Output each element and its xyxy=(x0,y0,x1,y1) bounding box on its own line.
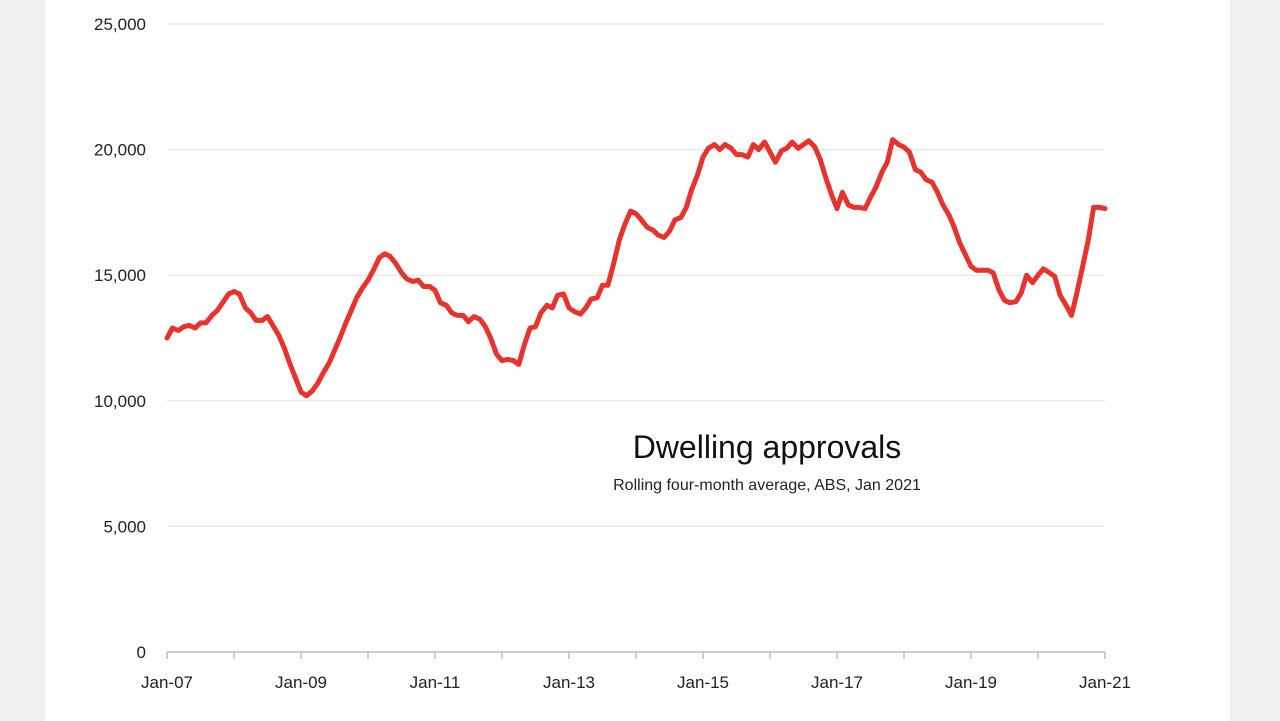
y-tick-label: 10,000 xyxy=(94,392,146,411)
x-tick-label: Jan-13 xyxy=(543,673,595,692)
x-axis xyxy=(166,651,1106,659)
x-tick-label: Jan-15 xyxy=(677,673,729,692)
x-tick-label: Jan-11 xyxy=(410,673,461,692)
chart-subtitle: Rolling four-month average, ABS, Jan 202… xyxy=(613,477,921,494)
gridlines xyxy=(167,23,1105,527)
x-tick-label: Jan-19 xyxy=(945,673,997,692)
x-tick-label: Jan-17 xyxy=(811,673,863,692)
x-tick-label: Jan-21 xyxy=(1079,673,1131,692)
series-line-dwelling-approvals xyxy=(164,137,1108,399)
chart-container: 0 5,000 10,000 15,000 20,000 25,000 Jan-07 Jan… xyxy=(45,0,1230,721)
y-tick-label: 15,000 xyxy=(94,266,146,285)
x-tick-label: Jan-07 xyxy=(141,673,193,692)
y-tick-label: 20,000 xyxy=(94,141,146,160)
y-tick-label: 0 xyxy=(137,643,146,662)
y-axis-tick-labels: 0 5,000 10,000 15,000 20,000 25,000 xyxy=(94,15,146,662)
x-tick-label: Jan-09 xyxy=(275,673,327,692)
chart-title: Dwelling approvals xyxy=(633,429,902,465)
y-tick-label: 25,000 xyxy=(94,15,146,34)
x-axis-tick-labels: Jan-07 Jan-09 Jan-11 Jan-13 Jan-15 Jan-17 Jan-… xyxy=(141,673,1131,692)
series-layer xyxy=(164,137,1108,399)
y-tick-label: 5,000 xyxy=(103,517,146,536)
